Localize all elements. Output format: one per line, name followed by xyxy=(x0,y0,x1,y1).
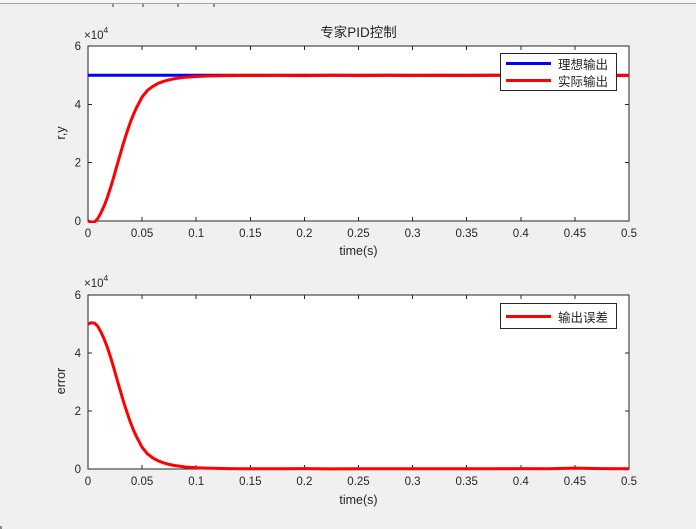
legend-line-sample-blue xyxy=(506,62,551,66)
legend-line-sample-red xyxy=(506,314,551,318)
x-tick-label: 0.5 xyxy=(621,228,637,240)
y-tick-label: 6 xyxy=(75,290,81,302)
x-tick-label: 0.45 xyxy=(564,228,586,240)
y-tick-label: 0 xyxy=(75,216,81,228)
x-tick-label: 0.2 xyxy=(296,228,312,240)
y-tick-label: 4 xyxy=(75,348,82,360)
toolbar-remnant xyxy=(0,0,696,7)
x-tick-label: 0.05 xyxy=(131,228,153,240)
legend-line-sample-red xyxy=(506,78,551,82)
x-tick-label: 0.5 xyxy=(621,476,637,488)
toolbar-icon-remnant xyxy=(177,4,179,7)
x-tick-label: 0.15 xyxy=(239,476,261,488)
x-tick-label: 0.1 xyxy=(188,228,204,240)
series-line xyxy=(87,321,630,471)
axes-box xyxy=(87,45,630,222)
axes-ticks xyxy=(87,45,630,222)
bottom-legend[interactable]: 输出误差 xyxy=(500,303,617,329)
toolbar-icon-remnant xyxy=(112,4,114,7)
legend-entry-ideal-output: 理想输出 xyxy=(506,56,611,72)
x-tick-label: 0.2 xyxy=(296,476,312,488)
x-tick-label: 0.3 xyxy=(405,476,421,488)
screen-corner-artifact xyxy=(0,526,2,529)
x-tick-label: 0.35 xyxy=(456,476,478,488)
legend-entry-output-error: 输出误差 xyxy=(506,308,611,325)
legend-label: 输出误差 xyxy=(558,310,609,325)
toolbar-icon-remnant xyxy=(213,4,215,7)
y-tick-label: 2 xyxy=(75,406,81,418)
series-line xyxy=(87,73,630,223)
toolbar-icon-remnant xyxy=(142,4,144,7)
x-tick-label: 0 xyxy=(85,476,91,488)
y-tick-label: 4 xyxy=(75,99,82,111)
top-legend[interactable]: 理想输出 实际输出 xyxy=(500,53,617,91)
x-tick-label: 0.15 xyxy=(239,228,261,240)
legend-entry-actual-output: 实际输出 xyxy=(506,72,611,89)
y-tick-label: 6 xyxy=(75,41,81,53)
y-tick-label: 0 xyxy=(75,464,81,476)
legend-label: 实际输出 xyxy=(558,74,609,89)
x-tick-label: 0.25 xyxy=(347,476,369,488)
x-tick-label: 0 xyxy=(85,228,91,240)
x-tick-label: 0.4 xyxy=(513,476,530,488)
x-tick-label: 0.45 xyxy=(564,476,586,488)
x-tick-label: 0.1 xyxy=(188,476,204,488)
legend-label: 理想输出 xyxy=(558,58,609,73)
x-tick-label: 0.3 xyxy=(405,228,421,240)
y-tick-label: 2 xyxy=(75,158,81,170)
x-tick-label: 0.25 xyxy=(347,228,369,240)
x-tick-label: 0.05 xyxy=(131,476,153,488)
x-tick-label: 0.35 xyxy=(456,228,478,240)
x-tick-label: 0.4 xyxy=(513,228,530,240)
